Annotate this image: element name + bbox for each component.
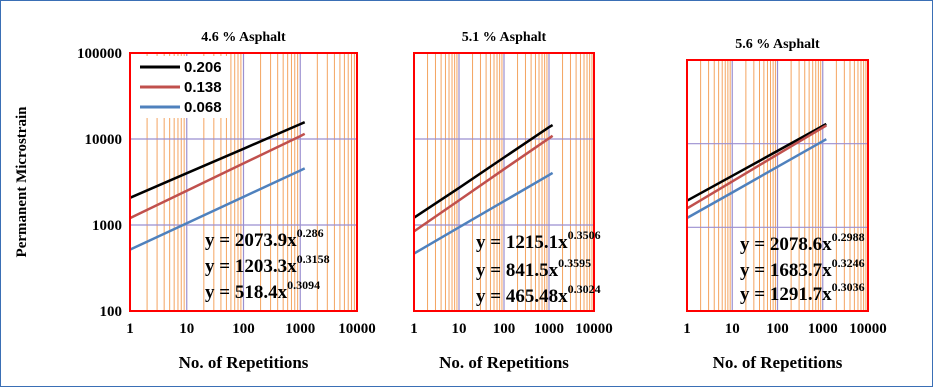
trendline-equation: y = 2078.6x0.2988 [740, 230, 865, 255]
series-line [413, 134, 554, 233]
chart-title: 5.6 % Asphalt [735, 37, 820, 52]
x-tick-label: 1000 [285, 321, 315, 337]
x-tick-label: 100 [493, 321, 516, 337]
series-line [413, 124, 554, 219]
x-axis-label: No. of Repetitions [179, 353, 309, 372]
trendline-equation: y = 1683.7x0.3246 [740, 256, 865, 281]
series-line [129, 167, 306, 251]
equation-base: y = 465.48x [476, 286, 568, 307]
x-tick-label: 10000 [849, 321, 887, 337]
trendline-equation: y = 465.48x0.3024 [476, 282, 601, 307]
x-tick-label: 1 [683, 321, 691, 337]
plot-border [413, 52, 595, 312]
legend-label: 0.068 [184, 99, 222, 116]
y-tick-label: 1000 [92, 218, 122, 234]
series-line [413, 171, 554, 255]
trendline-equation: y = 1291.7x0.3036 [740, 280, 865, 305]
trendline-equation: y = 841.5x0.3595 [476, 256, 591, 281]
equation-exponent: 0.3595 [558, 256, 591, 270]
x-tick-label: 10000 [338, 321, 376, 337]
x-tick-label: 1000 [534, 321, 564, 337]
equation-exponent: 0.286 [297, 226, 324, 240]
plot-border [686, 59, 869, 312]
series-line [686, 124, 827, 210]
equation-exponent: 0.3246 [832, 256, 865, 270]
trendline-equation: y = 1203.3x0.3158 [205, 252, 330, 277]
equation-exponent: 0.3094 [287, 278, 320, 292]
panel-1: 4.6 % Asphalt 1 10 100 1000 10000 No. of Repet… [14, 30, 376, 372]
series-line [686, 122, 827, 202]
equation-base: y = 2078.6x [740, 234, 832, 255]
equation-base: y = 1291.7x [740, 284, 832, 305]
trendline-equation: y = 1215.1x0.3506 [476, 228, 601, 253]
x-tick-label: 10000 [575, 321, 613, 337]
x-tick-label: 10 [725, 321, 740, 337]
y-tick-label: 10000 [85, 132, 123, 148]
chart-title: 5.1 % Asphalt [462, 30, 547, 45]
plot-border [129, 52, 358, 312]
series-line [686, 138, 827, 220]
x-axis-label: No. of Repetitions [713, 353, 843, 372]
y-tick-label: 100 [100, 304, 123, 320]
trendline-equation: y = 2073.9x0.286 [205, 226, 324, 251]
equation-base: y = 1683.7x [740, 260, 832, 281]
equation-base: y = 1215.1x [476, 232, 568, 253]
trendline-equation: y = 518.4x0.3094 [205, 278, 320, 303]
series-line [129, 121, 306, 199]
legend-label: 0.206 [184, 59, 222, 76]
y-tick-label: 100000 [77, 46, 122, 62]
x-axis-label: No. of Repetitions [439, 353, 569, 372]
equation-base: y = 841.5x [476, 260, 559, 281]
x-tick-label: 100 [766, 321, 789, 337]
legend-label: 0.138 [184, 79, 222, 96]
equation-base: y = 1203.3x [205, 256, 297, 277]
x-tick-label: 10 [452, 321, 467, 337]
equation-exponent: 0.2988 [832, 230, 865, 244]
panel-3: 5.6 % Asphalt 1 10 100 1000 10000 No. of Repet… [683, 37, 887, 372]
panel-2: 5.1 % Asphalt 1 10 100 1000 10000 No. of Repet… [410, 30, 613, 372]
x-tick-label: 1 [410, 321, 418, 337]
chart-title: 4.6 % Asphalt [201, 30, 286, 45]
x-tick-label: 1000 [808, 321, 838, 337]
equation-base: y = 518.4x [205, 282, 288, 303]
series-line [129, 132, 306, 220]
y-axis-label: Permanent Microstrain [14, 106, 30, 258]
x-tick-label: 1 [126, 321, 134, 337]
x-tick-label: 10 [179, 321, 194, 337]
legend: 0.206 0.138 0.068 [133, 56, 229, 118]
equation-exponent: 0.3024 [568, 282, 601, 296]
equation-exponent: 0.3158 [297, 252, 330, 266]
equation-base: y = 2073.9x [205, 230, 297, 251]
equation-exponent: 0.3506 [568, 228, 601, 242]
x-tick-label: 100 [232, 321, 255, 337]
equation-exponent: 0.3036 [832, 280, 865, 294]
